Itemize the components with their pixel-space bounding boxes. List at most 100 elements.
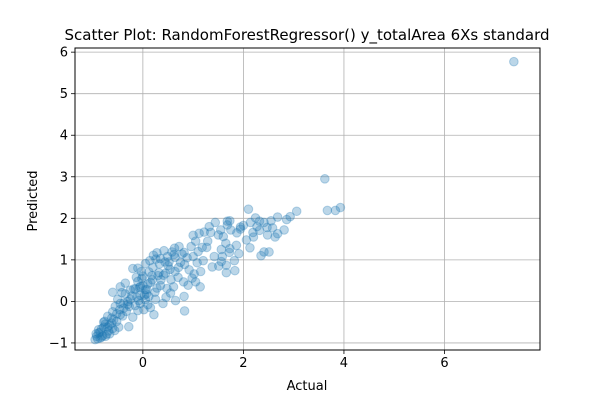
scatter-point (256, 250, 266, 261)
scatter-point (166, 274, 176, 285)
scatter-point (104, 320, 115, 330)
scatter-point (151, 254, 161, 264)
scatter-point (145, 302, 156, 313)
scatter-point (123, 321, 134, 332)
scatter-point (225, 216, 235, 226)
scatter-point (221, 267, 232, 278)
scatter-point (272, 212, 283, 222)
scatter-point (145, 277, 156, 288)
scatter-point (156, 274, 166, 285)
scatter-point (154, 259, 165, 269)
y-tick-label: 1 (60, 253, 68, 268)
scatter-point (179, 259, 190, 270)
scatter-point (118, 303, 129, 313)
scatter-point (164, 257, 174, 267)
scatter-point (93, 328, 104, 338)
scatter-point (154, 267, 164, 278)
scatter-point (162, 251, 173, 262)
x-tick-label: 6 (440, 356, 448, 371)
scatter-point (120, 278, 131, 288)
scatter-point (243, 204, 254, 214)
scatter-point (108, 314, 119, 325)
scatter-point (225, 243, 235, 254)
scatter-point (192, 257, 202, 268)
scatter-point (248, 232, 259, 242)
scatter-point (139, 304, 149, 315)
scatter-point (259, 247, 269, 257)
scatter-point (107, 287, 118, 298)
scatter-point (138, 280, 148, 291)
scatter-point (245, 243, 255, 253)
scatter-point (133, 305, 143, 316)
scatter-point (152, 283, 162, 293)
scatter-point (173, 272, 183, 283)
scatter-point (235, 222, 246, 232)
scatter-point (141, 289, 152, 299)
scatter-point (188, 251, 198, 262)
scatter-point (190, 277, 201, 287)
scatter-point (140, 258, 151, 269)
scatter-point (216, 244, 227, 255)
scatter-point (127, 291, 137, 301)
scatter-point (150, 287, 160, 298)
scatter-point (213, 261, 224, 271)
scatter-point (107, 306, 118, 317)
scatter-point (231, 240, 242, 251)
scatter-point (175, 257, 186, 268)
scatter-point (90, 334, 100, 345)
y-tick-label: 6 (60, 46, 68, 61)
scatter-point (102, 322, 113, 332)
scatter-point (96, 324, 107, 334)
scatter-point (115, 282, 126, 292)
scatter-point (194, 228, 204, 239)
scatter-point (135, 298, 146, 309)
scatter-point (285, 211, 295, 222)
scatter-point (170, 266, 180, 277)
scatter-point (98, 317, 109, 327)
scatter-point (169, 243, 180, 254)
scatter-point (170, 295, 181, 306)
scatter-point (148, 250, 159, 261)
x-tick-label: 4 (340, 356, 348, 371)
scatter-point (207, 262, 218, 272)
scatter-point (241, 235, 252, 245)
scatter-point (120, 289, 131, 299)
scatter-point (320, 174, 330, 184)
scatter-point (335, 202, 346, 213)
scatter-point (217, 251, 228, 262)
scatter-point (147, 274, 158, 285)
scatter-point (205, 227, 216, 238)
scatter-point (155, 280, 166, 291)
scatter-point (213, 230, 224, 240)
scatter-point (97, 331, 108, 341)
scatter-point (195, 282, 205, 292)
scatter-point (115, 309, 126, 320)
scatter-point (159, 245, 169, 256)
scatter-point (259, 217, 269, 228)
scatter-point (109, 325, 120, 336)
scatter-point (165, 264, 175, 275)
scatter-point (107, 323, 118, 334)
scatter-point (91, 328, 101, 339)
scatter-point (142, 284, 152, 295)
scatter-point (160, 257, 170, 267)
scatter-point (102, 311, 113, 322)
scatter-point (98, 322, 109, 332)
scatter-point (187, 273, 197, 283)
scatter-point (100, 331, 111, 342)
scatter-point (149, 309, 159, 320)
scatter-point (209, 251, 220, 262)
scatter-point (229, 255, 240, 266)
scatter-point (116, 287, 127, 298)
y-axis-label: Predicted (26, 170, 41, 231)
scatter-point (224, 247, 235, 258)
scatter-point (222, 216, 233, 227)
scatter-point (93, 324, 104, 335)
scatter-point (215, 225, 226, 235)
scatter-point (100, 319, 110, 330)
scatter-point (190, 236, 201, 246)
y-tick-label: 3 (60, 170, 68, 185)
scatter-point (267, 223, 278, 233)
scatter-point (198, 255, 208, 266)
scatter-point (202, 236, 213, 246)
